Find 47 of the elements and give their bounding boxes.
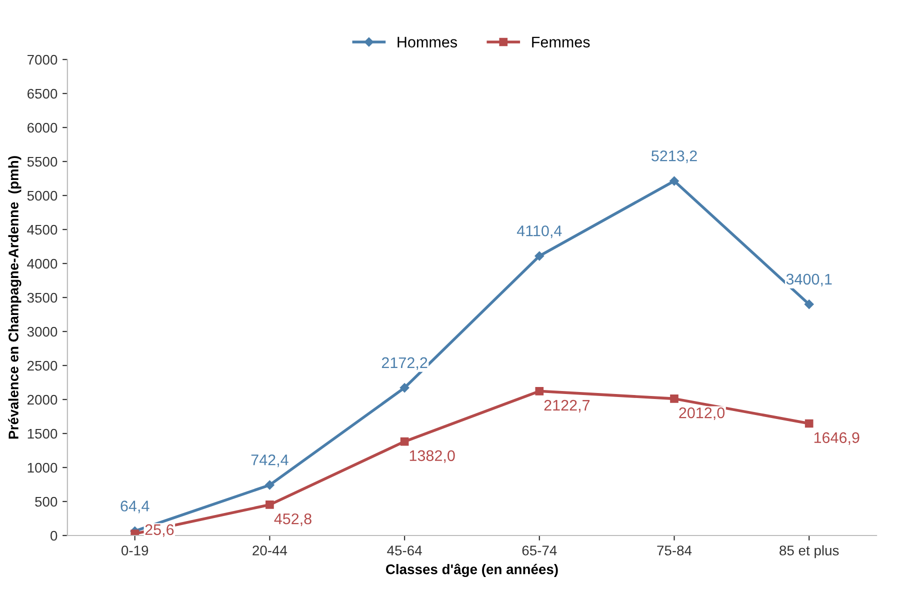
data-label: 64,4: [120, 500, 150, 514]
y-tick-label: 0: [50, 530, 58, 541]
x-tick-label: 45-64: [387, 546, 422, 556]
data-label: 25,6: [145, 524, 174, 537]
point: [670, 394, 678, 403]
x-tick-label: 65-74: [522, 546, 557, 556]
y-tick-label: 500: [35, 496, 58, 507]
x-tick-label: 20-44: [252, 546, 288, 556]
x-tick-label: 75-84: [657, 546, 692, 556]
data-label: 1382,0: [410, 450, 455, 463]
point: [535, 386, 544, 396]
data-label: 1646,9: [814, 432, 860, 445]
point: [534, 251, 544, 261]
data-label: 2122,7: [544, 400, 590, 413]
point: [804, 419, 814, 428]
y-tick-label: 3500: [27, 292, 58, 303]
x-tick-label: 0-19: [121, 546, 148, 556]
y-tick-label: 4000: [27, 258, 58, 269]
x-axis-title: Classes d'âge (en années): [386, 564, 558, 578]
legend-label: Femmes: [532, 36, 590, 48]
y-tick-label: 6000: [28, 122, 58, 133]
data-label: 452,8: [274, 513, 312, 526]
point: [400, 437, 409, 446]
data-label: 2172,2: [382, 357, 428, 370]
data-label: 742,4: [251, 454, 288, 468]
y-tick-label: 4500: [27, 224, 58, 235]
y-axis-title: Prévalence en Champagne-Ardenne (pmh): [8, 156, 22, 439]
point: [670, 176, 679, 186]
data-label: 5213,2: [652, 150, 697, 164]
point: [265, 480, 274, 490]
data-label: 4110,4: [516, 225, 562, 238]
y-tick-label: 5000: [27, 190, 58, 201]
x-tick-label: 85 et plus: [780, 545, 839, 558]
y-tick-label: 3000: [27, 326, 58, 337]
legend-label: Hommes: [398, 36, 457, 48]
point: [266, 500, 274, 509]
y-tick-label: 5500: [27, 156, 58, 167]
y-tick-label: 2000: [28, 394, 58, 405]
data-label: 2012,0: [679, 407, 725, 420]
y-tick-label: 6500: [28, 88, 58, 99]
point: [400, 383, 410, 392]
y-tick-label: 2500: [28, 360, 58, 371]
y-tick-label: 7000: [28, 54, 58, 65]
data-label: 3400,1: [786, 274, 832, 286]
y-tick-label: 1500: [28, 428, 58, 439]
y-tick-label: 1000: [28, 462, 58, 473]
point: [804, 300, 814, 309]
